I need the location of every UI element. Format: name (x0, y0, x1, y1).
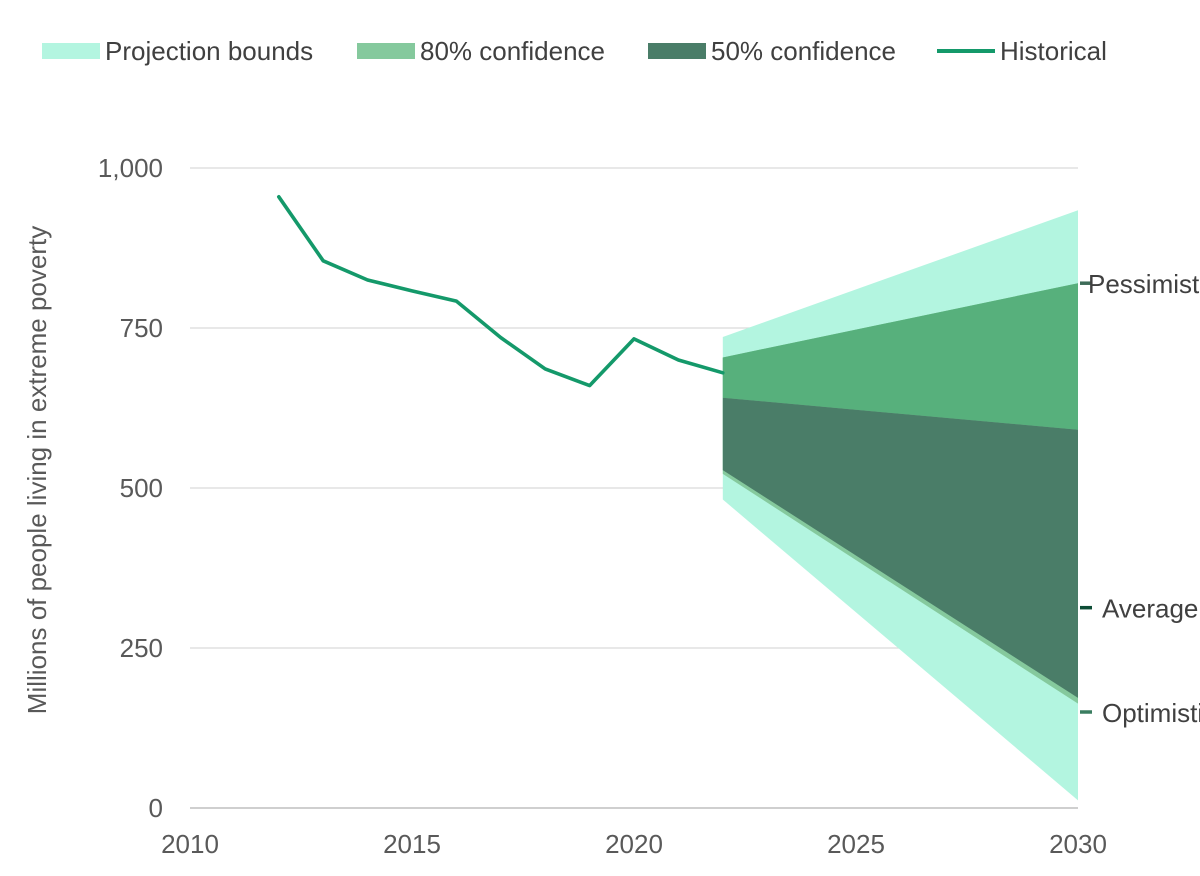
historical-line (277, 195, 725, 388)
legend-label-projection-bounds: Projection bounds (105, 36, 313, 66)
optimistic-label: Optimistic (1102, 698, 1200, 728)
y-tick-label-750: 750 (120, 313, 163, 343)
axes: 0 250 500 750 1,000 2010 2015 2020 2025 2030 (98, 153, 1107, 859)
y-tick-label-250: 250 (120, 633, 163, 663)
y-tick-label-1000: 1,000 (98, 153, 163, 183)
y-tick-label-500: 500 (120, 473, 163, 503)
legend-label-80-confidence: 80% confidence (420, 36, 605, 66)
legend-label-50-confidence: 50% confidence (711, 36, 896, 66)
y-tick-label-0: 0 (149, 793, 163, 823)
legend-swatch-projection-bounds (42, 43, 100, 59)
legend-label-historical: Historical (1000, 36, 1107, 66)
y-axis-title: Millions of people living in extreme pov… (22, 226, 52, 714)
legend-swatch-50-confidence (648, 43, 706, 59)
legend-swatch-80-confidence (357, 43, 415, 59)
average-label: Average (1102, 594, 1198, 624)
confidence-50-band (722, 397, 1078, 698)
projection-bands (722, 210, 1078, 801)
scenario-annotations: Pessimistic Average Optimistic (1080, 269, 1200, 728)
x-tick-label-2025: 2025 (827, 829, 885, 859)
legend: Projection bounds 80% confidence 50% confi… (42, 36, 1107, 66)
historical-line-layer (277, 195, 725, 388)
pessimistic-label: Pessimistic (1088, 269, 1200, 299)
x-tick-label-2020: 2020 (605, 829, 663, 859)
x-tick-label-2015: 2015 (383, 829, 441, 859)
x-tick-label-2030: 2030 (1049, 829, 1107, 859)
x-tick-label-2010: 2010 (161, 829, 219, 859)
confidence-80-band-upper (722, 283, 1078, 430)
